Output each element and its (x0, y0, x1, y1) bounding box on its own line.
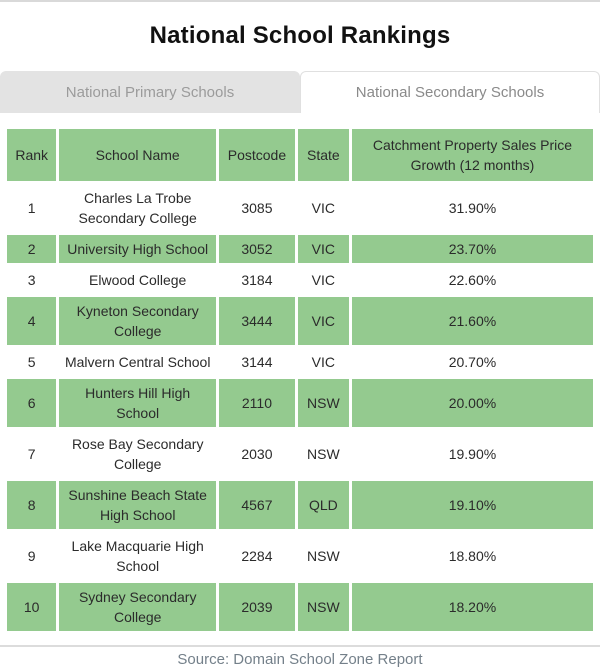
cell-postcode: 2039 (219, 583, 295, 631)
table-row: 7 Rose Bay Secondary College 2030 NSW 19… (7, 430, 593, 478)
bottom-divider (0, 645, 600, 647)
cell-postcode: 2030 (219, 430, 295, 478)
cell-postcode: 3184 (219, 266, 295, 294)
table-row: 2 University High School 3052 VIC 23.70% (7, 235, 593, 263)
cell-state: QLD (297, 481, 349, 529)
cell-school: Charles La Trobe Secondary College (59, 184, 217, 232)
source-attribution: Source: Domain School Zone Report (177, 651, 423, 668)
tab-label: National Secondary Schools (355, 84, 545, 101)
page-title: National School Rankings (149, 22, 451, 49)
cell-state: NSW (297, 532, 349, 580)
cell-state: NSW (297, 430, 349, 478)
table-row: 9 Lake Macquarie High School 2284 NSW 18… (7, 532, 593, 580)
cell-state: VIC (297, 235, 349, 263)
cell-growth: 23.70% (351, 235, 593, 263)
cell-rank: 3 (7, 266, 57, 294)
cell-school: Kyneton Secondary College (59, 297, 217, 345)
table-row: 4 Kyneton Secondary College 3444 VIC 21.… (7, 297, 593, 345)
cell-state: VIC (297, 297, 349, 345)
tab-national-secondary-schools[interactable]: National Secondary Schools (300, 71, 600, 113)
cell-school: Elwood College (59, 266, 217, 294)
cell-growth: 31.90% (351, 184, 593, 232)
cell-school: University High School (59, 235, 217, 263)
cell-postcode: 2110 (219, 379, 295, 427)
header-state: State (297, 129, 349, 181)
tab-label: National Primary Schools (65, 83, 235, 101)
cell-state: VIC (297, 348, 349, 376)
cell-postcode: 3052 (219, 235, 295, 263)
cell-school: Hunters Hill High School (59, 379, 217, 427)
cell-growth: 21.60% (351, 297, 593, 345)
header-rank: Rank (7, 129, 57, 181)
cell-postcode: 4567 (219, 481, 295, 529)
table-row: 6 Hunters Hill High School 2110 NSW 20.0… (7, 379, 593, 427)
cell-school: Rose Bay Secondary College (59, 430, 217, 478)
cell-postcode: 3085 (219, 184, 295, 232)
table-row: 3 Elwood College 3184 VIC 22.60% (7, 266, 593, 294)
cell-growth: 19.10% (351, 481, 593, 529)
cell-rank: 6 (7, 379, 57, 427)
cell-rank: 10 (7, 583, 57, 631)
cell-growth: 20.00% (351, 379, 593, 427)
header-school-name: School Name (59, 129, 217, 181)
cell-school: Malvern Central School (59, 348, 217, 376)
cell-rank: 5 (7, 348, 57, 376)
table-row: 10 Sydney Secondary College 2039 NSW 18.… (7, 583, 593, 631)
cell-growth: 18.80% (351, 532, 593, 580)
cell-state: NSW (297, 583, 349, 631)
tab-national-primary-schools[interactable]: National Primary Schools (0, 71, 300, 113)
cell-rank: 2 (7, 235, 57, 263)
cell-growth: 19.90% (351, 430, 593, 478)
cell-postcode: 2284 (219, 532, 295, 580)
cell-rank: 4 (7, 297, 57, 345)
cell-rank: 7 (7, 430, 57, 478)
cell-state: VIC (297, 266, 349, 294)
cell-growth: 18.20% (351, 583, 593, 631)
table-header-row: Rank School Name Postcode State Catchmen… (7, 129, 593, 181)
cell-state: NSW (297, 379, 349, 427)
cell-rank: 9 (7, 532, 57, 580)
cell-growth: 20.70% (351, 348, 593, 376)
cell-rank: 1 (7, 184, 57, 232)
header-growth: Catchment Property Sales Price Growth (1… (351, 129, 593, 181)
table-row: 5 Malvern Central School 3144 VIC 20.70% (7, 348, 593, 376)
cell-school: Sunshine Beach State High School (59, 481, 217, 529)
header-postcode: Postcode (219, 129, 295, 181)
cell-postcode: 3144 (219, 348, 295, 376)
cell-growth: 22.60% (351, 266, 593, 294)
cell-school: Sydney Secondary College (59, 583, 217, 631)
cell-school: Lake Macquarie High School (59, 532, 217, 580)
rankings-table: Rank School Name Postcode State Catchmen… (4, 126, 596, 634)
table-row: 1 Charles La Trobe Secondary College 308… (7, 184, 593, 232)
table-row: 8 Sunshine Beach State High School 4567 … (7, 481, 593, 529)
cell-rank: 8 (7, 481, 57, 529)
cell-postcode: 3444 (219, 297, 295, 345)
tab-bar: National Primary Schools National Second… (0, 71, 600, 113)
cell-state: VIC (297, 184, 349, 232)
